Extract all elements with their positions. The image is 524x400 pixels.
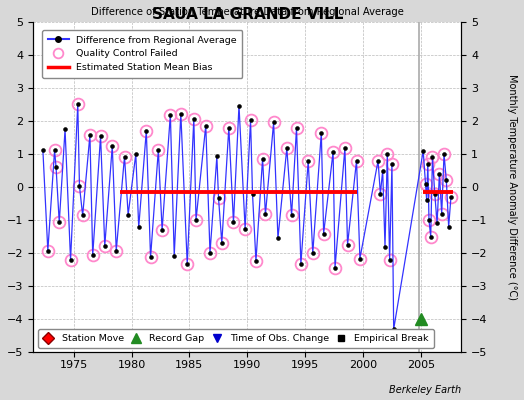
Title: SAUA LA GRANDE VILL: SAUA LA GRANDE VILL [151, 7, 343, 22]
Text: Berkeley Earth: Berkeley Earth [389, 385, 462, 395]
Y-axis label: Monthly Temperature Anomaly Difference (°C): Monthly Temperature Anomaly Difference (… [507, 74, 517, 300]
Text: Difference of Station Temperature Data from Regional Average: Difference of Station Temperature Data f… [91, 7, 403, 17]
Legend: Station Move, Record Gap, Time of Obs. Change, Empirical Break: Station Move, Record Gap, Time of Obs. C… [38, 329, 433, 348]
